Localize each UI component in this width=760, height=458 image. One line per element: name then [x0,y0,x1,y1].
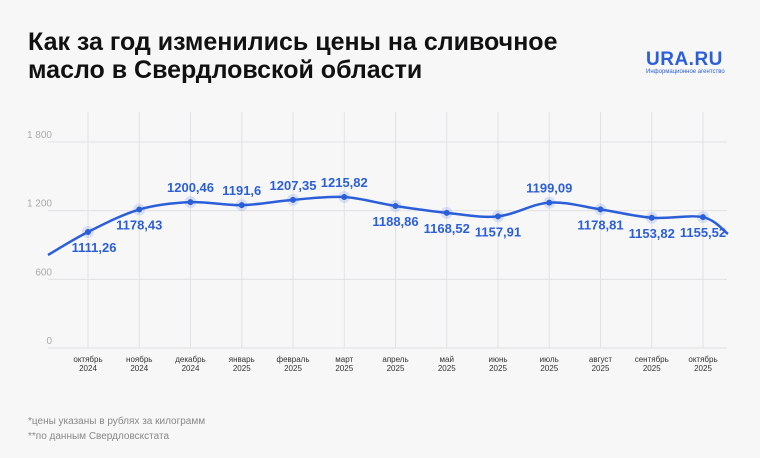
data-label: 1188,86 [372,214,418,229]
x-tick-label-year: 2025 [284,364,302,373]
x-tick-label-month: январь [229,355,255,364]
data-label: 1168,52 [424,221,470,236]
x-tick-label-month: апрель [382,355,408,364]
data-label: 1178,81 [577,217,623,232]
x-tick-label-year: 2025 [438,364,456,373]
data-label: 1200,46 [167,180,214,195]
data-point [392,203,399,210]
data-point [290,196,296,203]
x-tick-label-month: август [589,355,613,364]
x-tick-label-year: 2025 [540,364,558,373]
data-point [597,206,604,213]
footnotes: *цены указаны в рублях за килограмм **по… [28,414,205,444]
x-tick-label-month: декабрь [175,355,205,364]
data-label: 1157,91 [475,224,521,239]
y-tick-label: 1 200 [27,199,52,210]
x-tick-label-year: 2024 [130,364,148,373]
data-label: 1215,82 [321,175,368,190]
x-tick-label-year: 2025 [592,364,610,373]
y-tick-label: 600 [35,267,52,278]
data-point [341,194,348,200]
x-tick-label-month: ноябрь [126,355,152,364]
data-point [648,214,655,221]
data-label: 1191,6 [222,183,261,198]
data-label: 1178,43 [116,218,162,233]
x-tick-label-year: 2024 [79,364,97,373]
x-tick-label-month: май [440,355,454,364]
logo-name: URA.RU [646,49,723,70]
footnote-units: *цены указаны в рублях за килограмм [28,416,206,427]
data-label: 1199,09 [526,181,572,196]
logo-subtitle: Информационное агентство [646,69,725,75]
x-tick-label-month: июнь [488,355,507,364]
x-tick-label-year: 2025 [643,364,661,373]
x-tick-label-year: 2025 [387,364,405,373]
data-label: 1111,26 [72,240,117,255]
y-tick-label: 1 800 [27,130,52,141]
title-line-1: Как за год изменились цены на сливочное [28,28,558,56]
data-point [443,209,450,216]
x-tick-label-month: сентябрь [635,355,669,364]
page-title: Как за год изменились цены на сливочное … [28,28,628,84]
x-tick-label-year: 2025 [335,364,353,373]
data-point [546,199,553,206]
x-tick-label-year: 2024 [182,364,200,373]
x-tick-label-month: октябрь [73,355,102,364]
data-point [495,213,501,220]
data-point [136,206,143,213]
data-point [238,202,245,209]
x-tick-label-month: октябрь [688,355,717,364]
data-point [187,199,194,206]
x-tick-label-month: июль [540,355,559,364]
data-point [700,214,706,221]
x-tick-label-year: 2025 [233,364,251,373]
logo: URA.RU Информационное агентство [646,49,725,76]
footnote-source: **по данным Свердловскстата [28,431,170,442]
x-tick-label-year: 2025 [489,364,507,373]
title-line-2: масло в Свердловской области [28,56,423,84]
y-tick-label: 0 [46,336,52,347]
data-point [85,229,91,235]
x-tick-label-month: март [335,355,353,364]
data-label: 1155,52 [680,225,726,240]
data-label: 1207,35 [270,178,317,193]
x-tick-label-year: 2025 [694,364,712,373]
data-label: 1153,82 [629,226,675,241]
x-tick-label-month: февраль [276,355,309,364]
